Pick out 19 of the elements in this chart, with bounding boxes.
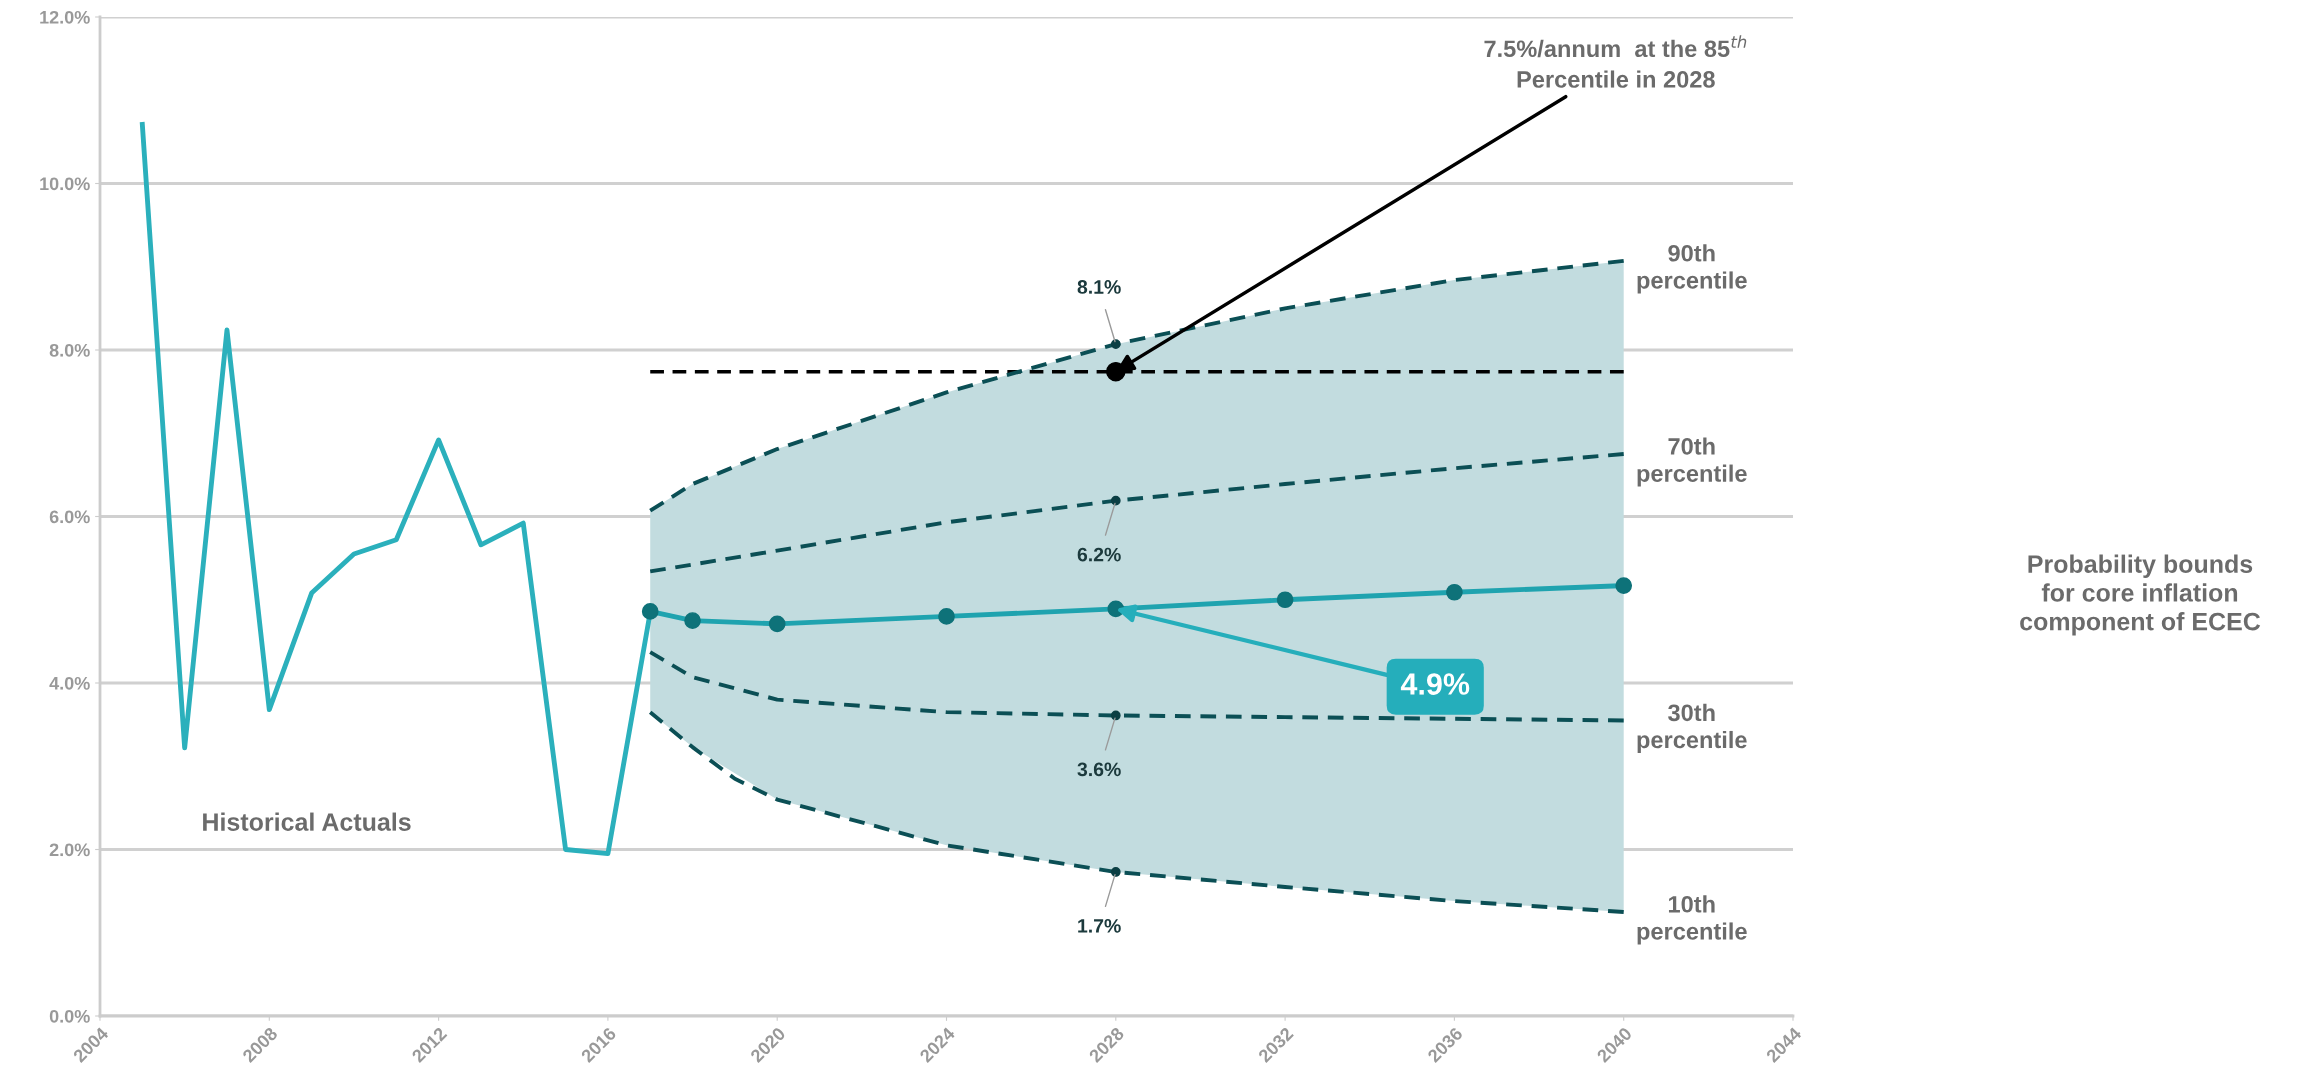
y-tick-label: 6.0% [49,510,90,524]
y-tick-label: 0.0% [49,1009,90,1023]
series-label: 90th percentile [1637,244,1747,294]
data-label: 6.2% [1077,547,1121,562]
y-tick-label: 8.0% [49,343,90,357]
data-label: 8.1% [1077,280,1121,294]
text: Probability bounds for core inflation component of ECEC [2020,554,2261,636]
y-tick-label: 12.0% [40,10,90,24]
y-tick-label: 4.0% [49,676,90,690]
data-label: 4.9% [1400,673,1470,695]
annotation: Historical Actuals [203,812,411,831]
series-label: 30th percentile [1637,703,1747,753]
text: 7.5%/annum at the 85$^{th}$ Percentile in 2028 [1484,35,1747,88]
y-tick-label: 2.0% [49,843,90,857]
y-tick-label: 10.0% [40,177,90,191]
series-label: 10th percentile [1637,895,1747,945]
data-label: 1.7% [1078,919,1121,933]
series-label: 70th percentile [1637,437,1747,487]
data-label: 3.6% [1077,762,1121,777]
